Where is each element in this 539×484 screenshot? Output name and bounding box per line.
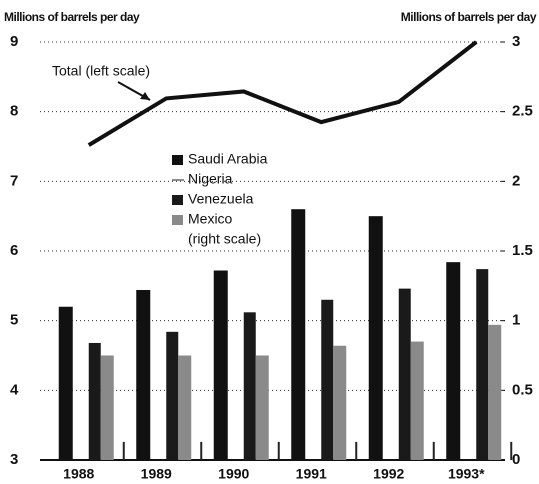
bar bbox=[488, 324, 502, 460]
y-axis-label: Millions of barrels per day bbox=[4, 10, 140, 24]
bar bbox=[122, 441, 125, 460]
y2-tick-label: 2.5 bbox=[512, 103, 533, 120]
y-tick-label: 7 bbox=[10, 172, 18, 189]
bar bbox=[136, 290, 151, 460]
bar bbox=[291, 209, 306, 460]
y2-tick-label: 0.5 bbox=[512, 381, 533, 398]
y2-tick-label: 1.5 bbox=[512, 242, 533, 259]
x-tick-label: 1988 bbox=[63, 466, 94, 482]
bar bbox=[410, 341, 424, 460]
legend-swatch bbox=[172, 215, 183, 225]
legend-swatch bbox=[172, 195, 183, 205]
legend-label: Venezuela bbox=[188, 191, 254, 207]
bar bbox=[88, 342, 101, 460]
bar bbox=[100, 355, 114, 460]
bar bbox=[446, 262, 461, 460]
legend-label: Nigeria bbox=[188, 171, 233, 187]
y2-tick-label: 0 bbox=[512, 451, 520, 468]
bar bbox=[398, 288, 411, 460]
y2-tick-label: 1 bbox=[512, 312, 520, 329]
bar bbox=[277, 441, 280, 460]
annotation: Total (left scale) bbox=[52, 63, 150, 79]
legend-swatch bbox=[172, 155, 183, 165]
x-tick-label: 1993* bbox=[448, 466, 485, 482]
bar bbox=[58, 306, 73, 460]
line bbox=[87, 40, 478, 147]
bar bbox=[255, 355, 269, 460]
bar bbox=[333, 345, 347, 460]
annotation-arrowhead bbox=[140, 92, 150, 100]
x-tick-label: 1989 bbox=[141, 466, 172, 482]
x-tick-label: 1991 bbox=[296, 466, 327, 482]
bar bbox=[213, 270, 228, 460]
legend-label: Mexico bbox=[188, 211, 233, 227]
bar bbox=[166, 331, 179, 460]
legend-note: (right scale) bbox=[188, 231, 261, 247]
y-tick-label: 9 bbox=[10, 33, 18, 50]
bar bbox=[178, 355, 192, 460]
y2-axis-label: Millions of barrels per day bbox=[401, 10, 537, 24]
bar bbox=[510, 441, 513, 460]
y2-tick-label: 3 bbox=[512, 33, 520, 50]
y-tick-label: 6 bbox=[10, 242, 18, 259]
x-tick-label: 1992 bbox=[373, 466, 404, 482]
y-tick-label: 5 bbox=[10, 312, 18, 329]
y-tick-label: 8 bbox=[10, 103, 18, 120]
y2-tick-label: 2 bbox=[512, 172, 520, 189]
bar bbox=[321, 299, 334, 460]
legend-label: Saudi Arabia bbox=[188, 151, 268, 167]
y-tick-label: 3 bbox=[10, 451, 18, 468]
bar bbox=[368, 216, 383, 460]
x-tick-label: 1990 bbox=[218, 466, 249, 482]
bar bbox=[432, 441, 435, 460]
y-tick-label: 4 bbox=[10, 381, 19, 398]
bar bbox=[243, 312, 256, 460]
bar bbox=[355, 441, 358, 460]
bar bbox=[200, 441, 203, 460]
bar bbox=[476, 269, 489, 460]
